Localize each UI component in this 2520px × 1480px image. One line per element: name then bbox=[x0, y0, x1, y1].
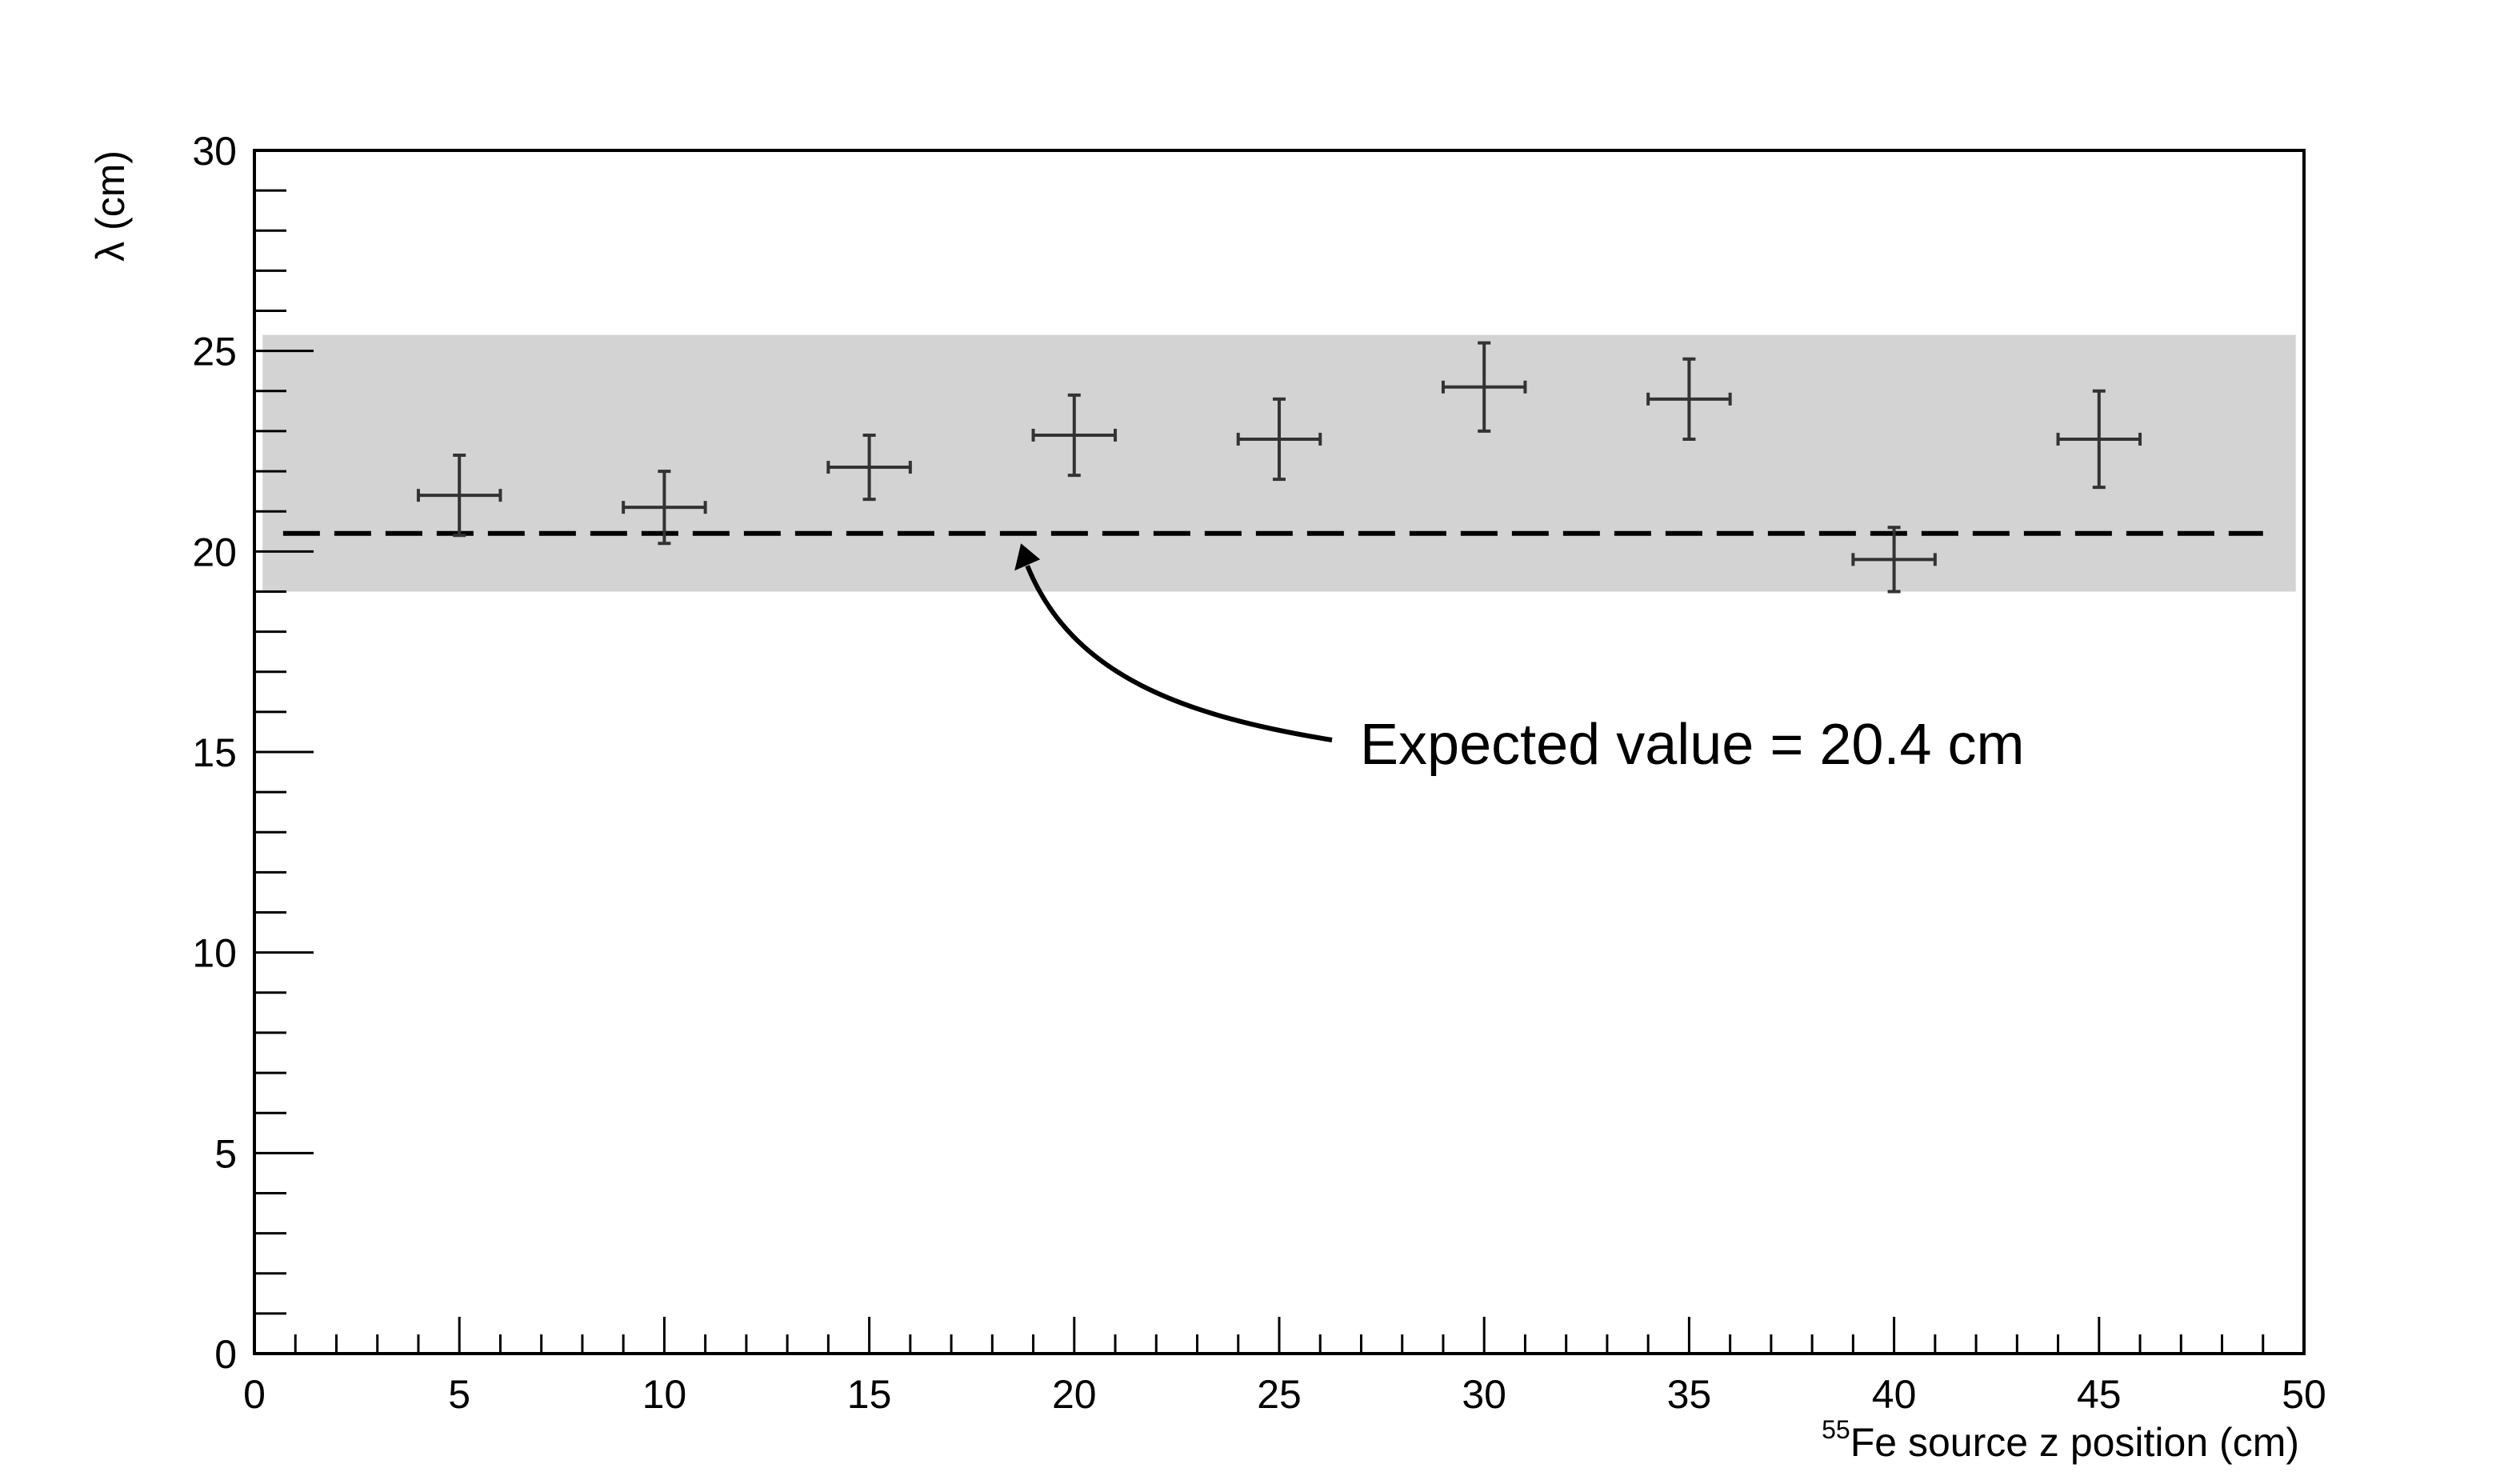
annotation-text: Expected value = 20.4 cm bbox=[1360, 713, 2025, 777]
x-tick-label: 35 bbox=[1667, 1372, 1712, 1417]
x-tick-label: 45 bbox=[2077, 1372, 2122, 1417]
data-point bbox=[1031, 393, 1118, 478]
annotation-arrowhead bbox=[1014, 543, 1041, 571]
data-point bbox=[826, 433, 912, 502]
annotation-layer: Expected value = 20.4 cm bbox=[1014, 543, 2025, 777]
x-tick-label: 20 bbox=[1052, 1372, 1097, 1417]
y-tick-label: 25 bbox=[192, 330, 237, 374]
x-tick-label: 40 bbox=[1872, 1372, 1917, 1417]
data-point bbox=[1441, 341, 1527, 433]
data-point bbox=[2056, 389, 2142, 490]
y-tick-label: 10 bbox=[192, 931, 237, 976]
y-tick-label: 15 bbox=[192, 730, 237, 775]
data-point bbox=[1236, 397, 1322, 482]
data-point bbox=[622, 470, 707, 546]
y-tick-label: 30 bbox=[192, 129, 237, 174]
x-tick-label: 30 bbox=[1462, 1372, 1506, 1417]
y-tick-label: 0 bbox=[214, 1332, 237, 1377]
annotation-arrow bbox=[1025, 565, 1333, 742]
data-point bbox=[1646, 357, 1732, 441]
data-point bbox=[416, 454, 502, 538]
labels-layer: 0 5 10 15 20 25 30 35 40 45 50 0 5 10 15 20 25 30 55Fe sou… bbox=[88, 129, 2326, 1465]
x-axis-title-text: Fe source z position (cm) bbox=[1850, 1420, 2299, 1465]
y-tick-label: 20 bbox=[192, 530, 237, 574]
x-axis-title: 55Fe source z position (cm) bbox=[1822, 1415, 2299, 1465]
x-tick-label: 25 bbox=[1257, 1372, 1302, 1417]
data-points-layer bbox=[416, 341, 2142, 594]
data-point bbox=[1851, 526, 1937, 594]
x-tick-label: 10 bbox=[642, 1372, 687, 1417]
x-tick-label: 50 bbox=[2282, 1372, 2326, 1417]
y-axis-title: λ (cm) bbox=[88, 150, 133, 262]
x-axis-title-superscript: 55 bbox=[1822, 1415, 1850, 1444]
y-tick-label: 5 bbox=[214, 1131, 237, 1176]
x-tick-label: 15 bbox=[847, 1372, 892, 1417]
x-tick-label: 5 bbox=[448, 1372, 470, 1417]
axes-layer bbox=[253, 149, 2306, 1355]
x-tick-label: 0 bbox=[243, 1372, 266, 1417]
